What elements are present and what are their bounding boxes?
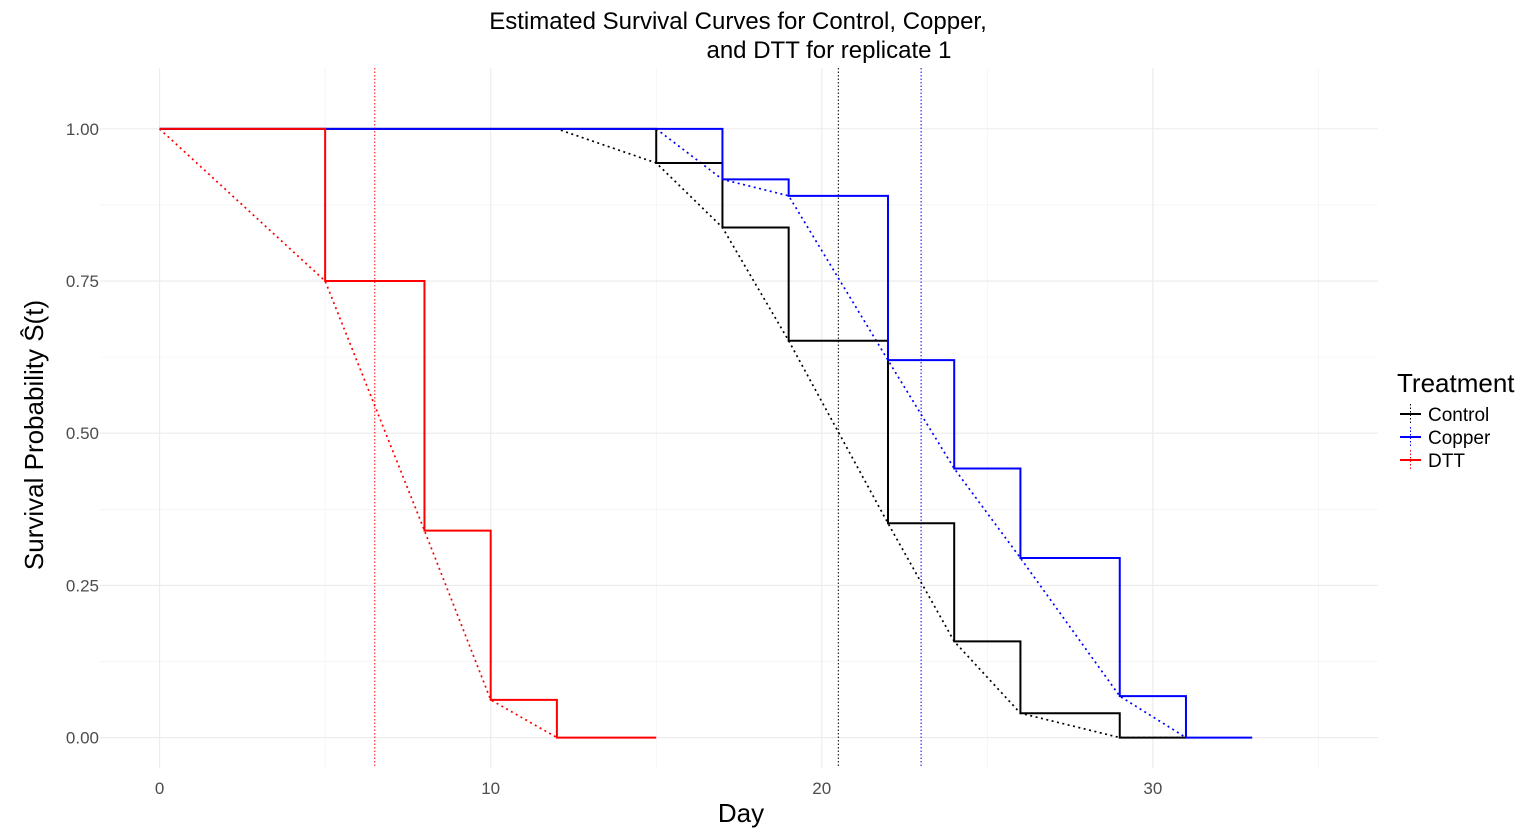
- fitted-curves: [159, 128, 1187, 739]
- y-tick-label: 0.25: [66, 576, 99, 595]
- legend-label-copper: Copper: [1428, 428, 1491, 449]
- grid-layer: [100, 68, 1378, 768]
- y-tick-label: 1.00: [66, 120, 99, 139]
- legend-label-control: Control: [1428, 405, 1489, 426]
- x-tick-label: 30: [1143, 779, 1162, 798]
- y-tick-label: 0.75: [66, 272, 99, 291]
- step-curve-control: [159, 127, 1186, 739]
- y-tick-label: 0.50: [66, 424, 99, 443]
- x-axis-title: Day: [718, 798, 764, 828]
- y-axis-title: Survival Probability Ŝ(t): [19, 300, 49, 570]
- step-curve-copper: [159, 127, 1253, 739]
- fitted-curve-copper: [655, 128, 1187, 739]
- legend-title: Treatment: [1397, 368, 1515, 398]
- chart-title-line2: and DTT for replicate 1: [706, 37, 951, 64]
- fitted-curve-dtt: [159, 128, 558, 739]
- y-tick-label: 0.00: [66, 729, 99, 748]
- median-lines: [374, 68, 922, 768]
- step-curve-dtt: [159, 127, 657, 739]
- chart-title-line1: Estimated Survival Curves for Control, C…: [489, 8, 987, 35]
- x-tick-label: 10: [481, 779, 500, 798]
- legend-label-dtt: DTT: [1428, 451, 1465, 472]
- tick-labels: 0 10 20 30 0.00 0.25 0.50 0.75 1.00: [66, 120, 1162, 798]
- step-curves: [159, 127, 1253, 739]
- x-tick-label: 0: [155, 779, 164, 798]
- x-tick-label: 20: [812, 779, 831, 798]
